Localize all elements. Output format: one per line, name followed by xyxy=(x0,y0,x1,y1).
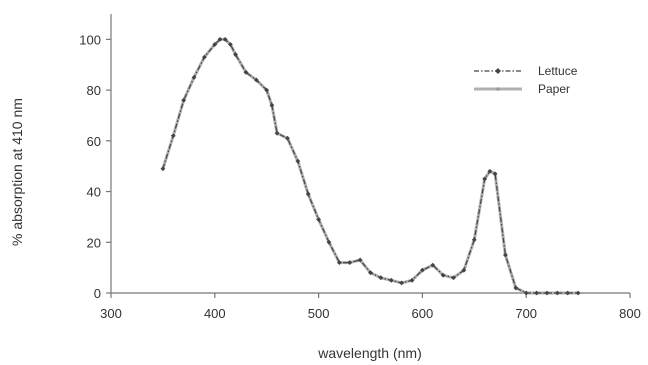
y-axis-title: % absorption at 410 nm xyxy=(9,98,25,246)
y-tick-label: 40 xyxy=(87,185,101,200)
data-point-lettuce xyxy=(399,280,405,286)
data-point-lettuce xyxy=(451,275,456,281)
data-point-lettuce xyxy=(217,36,223,42)
data-point-lettuce xyxy=(316,217,321,222)
data-point-lettuce xyxy=(544,290,550,296)
data-point-lettuce xyxy=(347,260,353,265)
data-point-lettuce xyxy=(181,97,187,103)
data-point-lettuce xyxy=(160,166,166,172)
data-point-lettuce xyxy=(554,290,560,296)
x-tick-label: 700 xyxy=(515,306,537,321)
data-point-lettuce xyxy=(430,262,436,268)
data-point-lettuce xyxy=(482,176,488,182)
data-point-lettuce xyxy=(222,36,228,42)
y-tick-label: 100 xyxy=(79,32,101,47)
x-tick-label: 800 xyxy=(619,306,641,321)
x-tick-label: 300 xyxy=(100,306,122,321)
data-point-lettuce xyxy=(170,133,176,139)
data-point-lettuce xyxy=(233,52,238,57)
legend-marker-paper xyxy=(496,87,500,91)
data-point-lettuce xyxy=(487,168,493,174)
data-point-lettuce xyxy=(227,42,233,47)
series-layer xyxy=(160,36,581,296)
data-point-lettuce xyxy=(461,267,467,273)
data-point-lettuce xyxy=(513,285,519,291)
y-tick-label: 20 xyxy=(87,235,101,250)
series-line-paper xyxy=(161,37,579,295)
x-tick-label: 600 xyxy=(412,306,434,321)
data-point-lettuce xyxy=(409,277,415,283)
data-point-lettuce xyxy=(212,42,218,47)
data-point-lettuce xyxy=(503,252,508,258)
data-point-lettuce xyxy=(357,257,363,263)
data-point-lettuce xyxy=(305,191,311,197)
data-point-lettuce xyxy=(471,237,477,243)
data-point-lettuce xyxy=(336,260,342,265)
data-point-lettuce xyxy=(575,290,581,296)
y-tick-label: 80 xyxy=(87,83,101,98)
data-point-lettuce xyxy=(202,54,207,60)
data-point-lettuce xyxy=(378,275,384,281)
plot-area xyxy=(110,14,630,294)
data-point-lettuce xyxy=(420,267,425,273)
x-axis-title: wavelength (nm) xyxy=(317,345,422,361)
y-tick-label: 60 xyxy=(87,134,101,149)
data-point-lettuce xyxy=(269,102,275,108)
legend: Lettuce Paper xyxy=(474,64,578,96)
data-point-lettuce xyxy=(326,239,332,245)
data-point-lettuce xyxy=(388,277,394,283)
legend-marker-lettuce xyxy=(495,68,501,74)
legend-label-paper: Paper xyxy=(538,82,570,96)
series-line-lettuce xyxy=(162,38,579,294)
data-point-lettuce xyxy=(295,158,301,164)
legend-label-lettuce: Lettuce xyxy=(538,64,578,78)
data-point-lettuce xyxy=(534,290,539,296)
y-axis-ticks: 0 20 40 60 80 100 xyxy=(79,32,111,301)
data-point-lettuce xyxy=(440,272,446,278)
y-tick-label: 0 xyxy=(94,286,101,301)
x-tick-label: 400 xyxy=(204,306,226,321)
data-point-lettuce xyxy=(264,87,270,93)
data-point-lettuce xyxy=(191,75,197,80)
data-point-lettuce xyxy=(253,77,259,83)
data-point-lettuce xyxy=(523,290,529,296)
x-tick-label: 500 xyxy=(308,306,330,321)
data-point-lettuce xyxy=(285,135,290,141)
data-point-lettuce xyxy=(565,290,571,296)
x-axis-ticks: 300 400 500 600 700 800 xyxy=(100,293,641,321)
data-point-lettuce xyxy=(492,171,498,177)
data-point-lettuce xyxy=(274,130,280,136)
data-point-lettuce xyxy=(243,69,249,75)
data-point-lettuce xyxy=(368,270,373,276)
